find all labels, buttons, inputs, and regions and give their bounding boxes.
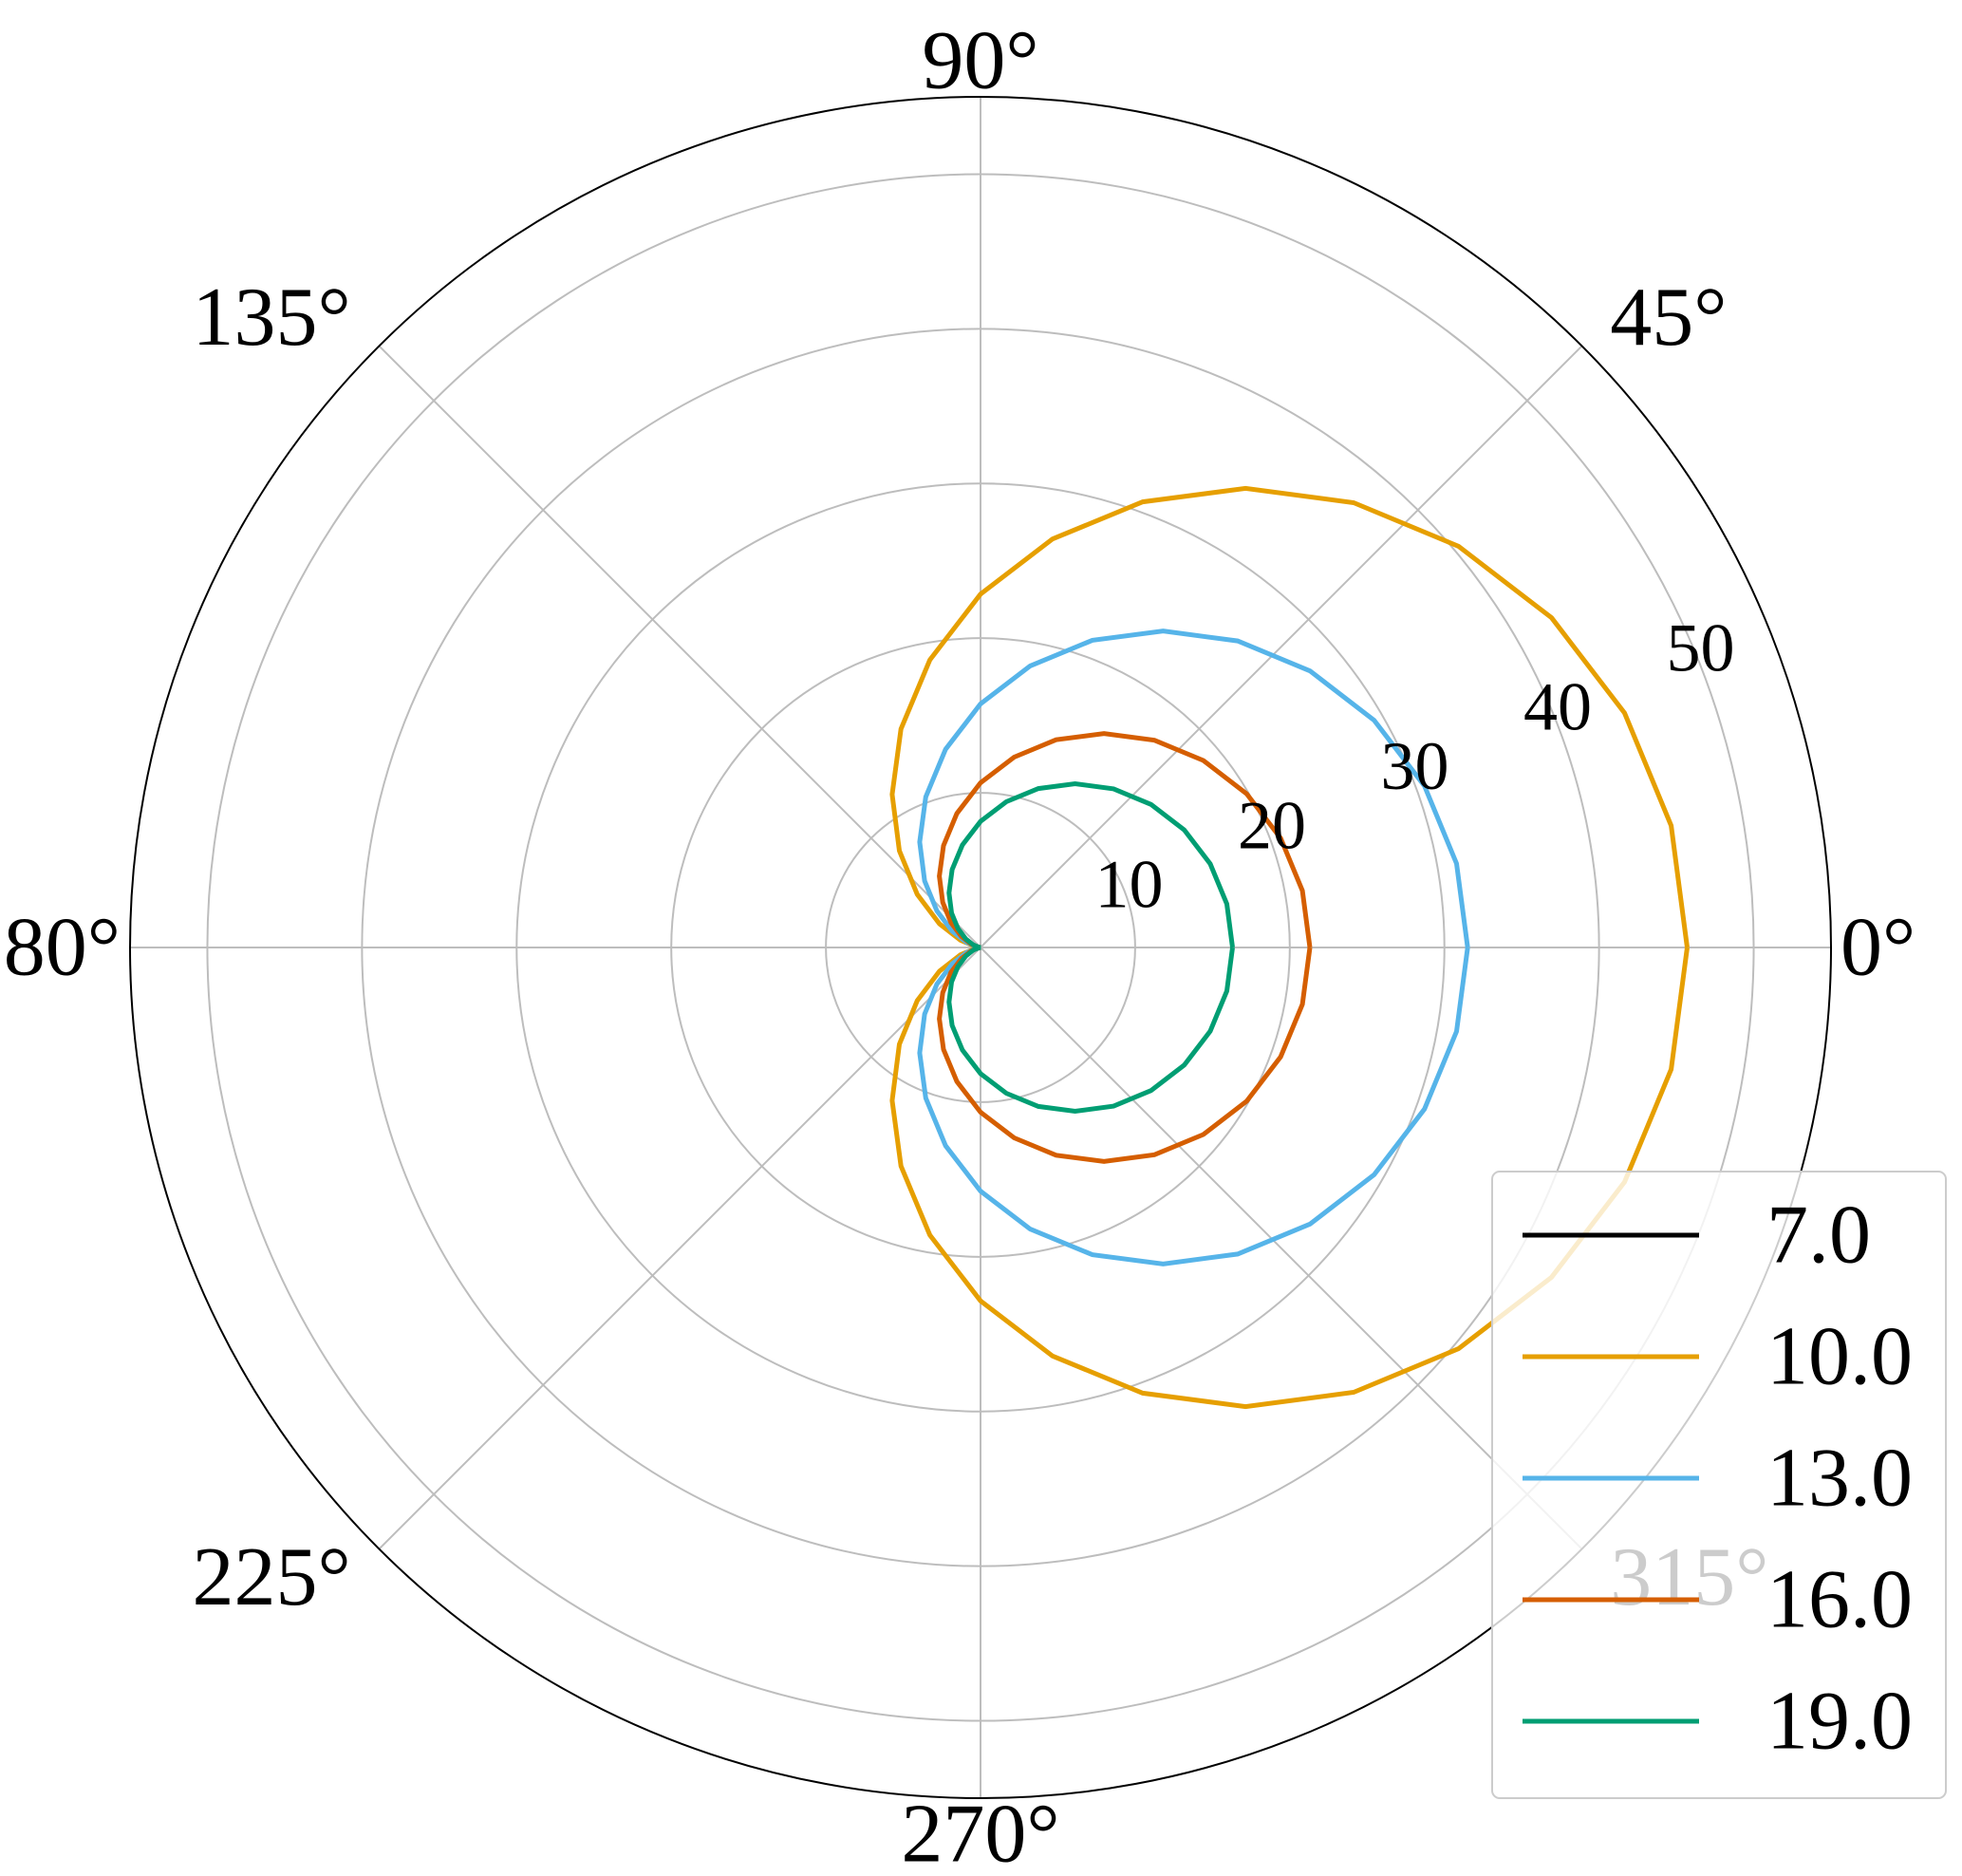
legend-label-7.0: 7.0: [1766, 1190, 1871, 1282]
legend-label-10.0: 10.0: [1766, 1311, 1913, 1403]
series-lines: [889, 485, 1690, 1410]
r-tick-label-50: 50: [1667, 610, 1735, 685]
polar-frame: [129, 96, 1832, 1799]
legend-label-13.0: 13.0: [1766, 1433, 1913, 1525]
legend-label-19.0: 19.0: [1766, 1676, 1913, 1768]
legend: 7.0 10.0 13.0 16.0 19.0: [1491, 1171, 1947, 1799]
r-tick-label-20: 20: [1238, 787, 1306, 863]
r-tick-label-30: 30: [1381, 728, 1449, 804]
theta-tick-label-90: 90°: [922, 15, 1038, 107]
legend-label-16.0: 16.0: [1766, 1554, 1913, 1646]
legend-box: [1491, 1171, 1947, 1799]
theta-gridline-7: [980, 947, 1583, 1550]
theta-tick-label-270: 270°: [901, 1789, 1059, 1876]
series-line-19.0: [946, 780, 1235, 1115]
theta-gridline-5: [378, 947, 981, 1550]
theta-tick-label-45: 45°: [1610, 272, 1727, 364]
r-tick-label-10: 10: [1095, 847, 1164, 923]
theta-gridline-3: [378, 345, 981, 948]
theta-gridline-1: [980, 345, 1583, 948]
r-tick-label-40: 40: [1523, 669, 1592, 745]
theta-tick-label-225: 225°: [192, 1531, 350, 1623]
theta-tick-label-0: 0°: [1841, 902, 1915, 994]
grid: [130, 97, 1831, 1798]
theta-tick-label-135: 135°: [192, 272, 350, 364]
theta-tick-label-180: 180°: [0, 902, 121, 994]
